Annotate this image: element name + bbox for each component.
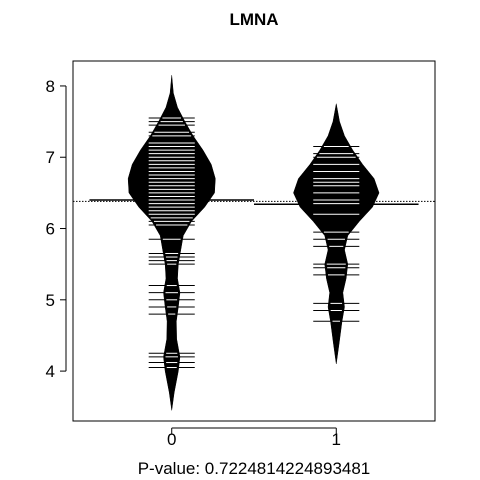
y-tick-label: 4: [46, 362, 55, 381]
bean-1: [293, 103, 380, 365]
y-tick-label: 5: [46, 291, 55, 310]
axes: 4 5 6 7 8 0 1: [46, 77, 341, 449]
plot-frame: [72, 60, 436, 422]
y-tick-label: 7: [46, 148, 55, 167]
x-axis-label: P-value: 0.7224814224893481: [138, 459, 371, 478]
plot-area: [73, 75, 435, 411]
bean-0: [127, 75, 216, 411]
x-tick-label: 0: [167, 430, 176, 449]
y-tick-label: 8: [46, 77, 55, 96]
x-tick-label: 1: [332, 430, 341, 449]
chart-title: LMNA: [229, 10, 278, 29]
y-tick-label: 6: [46, 220, 55, 239]
